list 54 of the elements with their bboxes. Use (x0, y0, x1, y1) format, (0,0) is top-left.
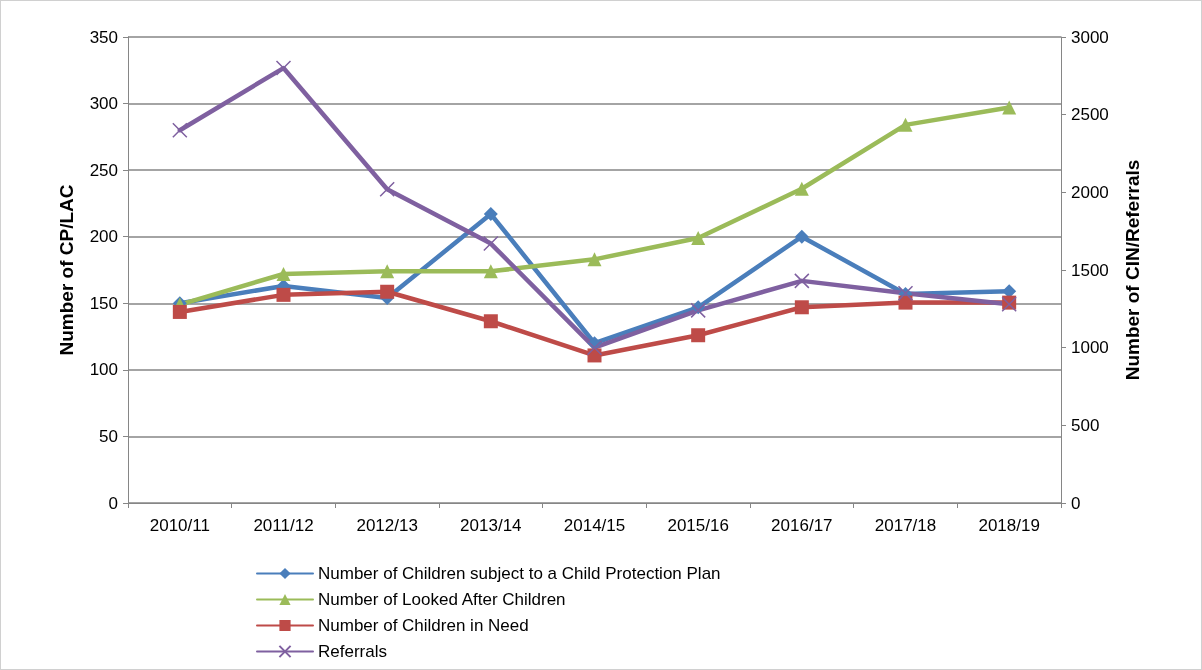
y2-tick-label: 500 (1071, 415, 1100, 435)
point (275, 60, 292, 76)
point (691, 231, 706, 246)
y-tick-label: 100 (89, 360, 118, 380)
point (794, 273, 810, 289)
point (587, 252, 602, 267)
point (898, 117, 913, 132)
x-tick-label: 2011/12 (253, 516, 314, 535)
point (276, 266, 291, 281)
x-tick-label: 2016/17 (771, 516, 833, 535)
point (483, 264, 498, 279)
legend-label: Number of Children in Need (318, 616, 529, 635)
point (483, 235, 499, 252)
point (898, 295, 913, 310)
y2-tick-label: 2000 (1071, 182, 1109, 202)
point (379, 181, 395, 197)
y-tick-label: 300 (89, 94, 118, 114)
x-tick-label: 2015/16 (667, 516, 729, 535)
y2-tick-label: 0 (1071, 493, 1081, 513)
point (172, 304, 187, 319)
point (691, 328, 706, 343)
y2-tick-label: 2500 (1071, 105, 1109, 125)
x-tick-label: 2010/11 (149, 516, 210, 535)
y2-tick-label: 1500 (1071, 260, 1109, 280)
point (794, 300, 809, 315)
legend-label: Referrals (318, 642, 387, 661)
y-tick-label: 0 (108, 493, 118, 513)
point (276, 287, 291, 302)
y-tick-label: 350 (89, 27, 118, 47)
point (690, 302, 706, 319)
point (794, 181, 809, 196)
x-tick-label: 2018/19 (978, 516, 1040, 535)
y-tick-label: 250 (89, 160, 118, 180)
point (794, 229, 809, 244)
y-tick-label: 50 (99, 426, 118, 446)
point (483, 314, 498, 329)
point (380, 264, 395, 279)
y-axis-title: Number of CP/LAC (56, 184, 77, 356)
legend-label: Number of Looked After Children (318, 590, 566, 609)
y-tick-label: 150 (89, 293, 118, 313)
point (586, 339, 603, 356)
x-tick-label: 2017/18 (874, 516, 937, 535)
x-tick-label: 2013/14 (460, 516, 522, 535)
x-tick-label: 2014/15 (563, 516, 626, 535)
y2-tick-label: 1000 (1071, 338, 1109, 358)
point (380, 284, 395, 299)
y2-axis-title: Number of CIN/Referrals (1122, 159, 1143, 381)
x-tick-label: 2012/13 (356, 516, 418, 535)
point (172, 122, 188, 138)
point (1002, 100, 1017, 115)
y2-tick-label: 3000 (1071, 27, 1109, 47)
legend-label: Number of Children subject to a Child Protection Plan (318, 564, 721, 583)
point (483, 207, 498, 222)
y-tick-label: 200 (89, 227, 118, 247)
